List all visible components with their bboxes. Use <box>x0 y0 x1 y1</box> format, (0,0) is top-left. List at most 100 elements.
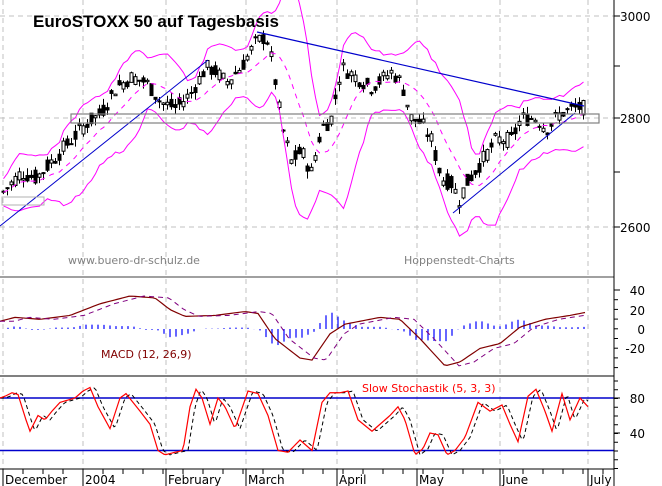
candle <box>565 108 570 111</box>
candle <box>101 104 106 116</box>
candle <box>377 76 382 85</box>
month-label-may: May <box>419 473 444 486</box>
candle <box>485 149 490 161</box>
candle <box>489 142 494 148</box>
candle <box>289 159 294 164</box>
candle <box>497 136 502 144</box>
candle <box>169 98 174 108</box>
candle <box>189 91 194 94</box>
candle <box>13 175 18 187</box>
watermark-right: Hoppenstedt-Charts <box>404 254 515 267</box>
candle <box>297 146 302 155</box>
candle <box>401 89 406 97</box>
stochastic-panel <box>0 386 614 456</box>
candle <box>469 174 474 182</box>
candle <box>273 79 278 85</box>
macd-label-neg20: -20 <box>625 342 645 356</box>
candle <box>185 93 190 99</box>
candle <box>221 72 226 79</box>
candle <box>461 187 466 199</box>
candle <box>121 82 126 90</box>
price-label-2800: 2800 <box>620 112 651 126</box>
candle <box>229 79 234 85</box>
signal-line <box>0 295 586 367</box>
candle <box>173 104 178 108</box>
stoch-label-40: 40 <box>630 427 645 441</box>
price-label-3000: 3000 <box>620 10 651 24</box>
candle <box>361 84 366 90</box>
candle <box>141 77 146 83</box>
month-label-december: December <box>5 473 67 486</box>
candle <box>261 34 266 45</box>
candle <box>17 171 22 181</box>
candle <box>65 138 70 146</box>
candle <box>445 173 450 190</box>
candle <box>29 174 34 178</box>
candle <box>209 66 214 75</box>
support-zone-box-small <box>1 196 45 206</box>
macd-panel <box>0 295 586 367</box>
candle <box>53 160 58 164</box>
x-axis <box>2 469 604 486</box>
candle <box>157 100 162 103</box>
candle <box>433 150 438 161</box>
candle <box>61 140 66 152</box>
candle <box>37 173 42 178</box>
candle <box>513 127 518 135</box>
candle <box>369 91 374 95</box>
macd-label: MACD (12, 26,9) <box>101 348 192 361</box>
candle <box>321 123 326 126</box>
trendline-uptrend-2 <box>452 112 576 214</box>
candle <box>193 87 198 94</box>
candle <box>69 143 74 146</box>
candle <box>93 115 98 119</box>
candle <box>449 176 454 189</box>
candle <box>441 180 446 186</box>
candle <box>153 96 158 100</box>
candle <box>181 101 186 108</box>
candle <box>453 188 458 194</box>
candle <box>225 81 230 86</box>
candle <box>269 51 274 58</box>
candle <box>21 178 26 181</box>
candle <box>333 94 338 100</box>
candle <box>425 134 430 138</box>
candle <box>557 112 562 121</box>
candle <box>9 181 14 186</box>
candle <box>113 93 118 97</box>
stochastic-label: Slow Stochastik (5, 3, 3) <box>362 382 496 395</box>
candle <box>357 82 362 88</box>
candle <box>49 159 54 164</box>
candle <box>541 127 546 133</box>
candle <box>217 69 222 81</box>
candle <box>25 175 30 182</box>
candle <box>413 118 418 122</box>
candle <box>385 75 390 80</box>
candle <box>57 153 62 161</box>
month-label-july: July <box>589 473 612 486</box>
candle <box>257 34 262 42</box>
candle <box>345 73 350 79</box>
candle <box>45 159 50 171</box>
candle <box>77 123 82 127</box>
month-label-february: February <box>168 473 221 486</box>
candle <box>129 72 134 83</box>
candle <box>293 150 298 160</box>
candle <box>137 79 142 82</box>
candle <box>249 45 254 51</box>
candle <box>481 150 486 163</box>
candle <box>537 125 542 128</box>
candle <box>329 115 334 125</box>
candle <box>533 119 538 123</box>
candle <box>409 114 414 122</box>
candle <box>105 107 110 111</box>
candle <box>41 172 46 175</box>
month-label-march: March <box>248 473 285 486</box>
trendline-uptrend-1 <box>0 59 209 227</box>
candle <box>125 81 130 88</box>
candle <box>241 59 246 70</box>
candle <box>233 71 238 75</box>
candle <box>317 136 322 143</box>
candle <box>213 65 218 76</box>
